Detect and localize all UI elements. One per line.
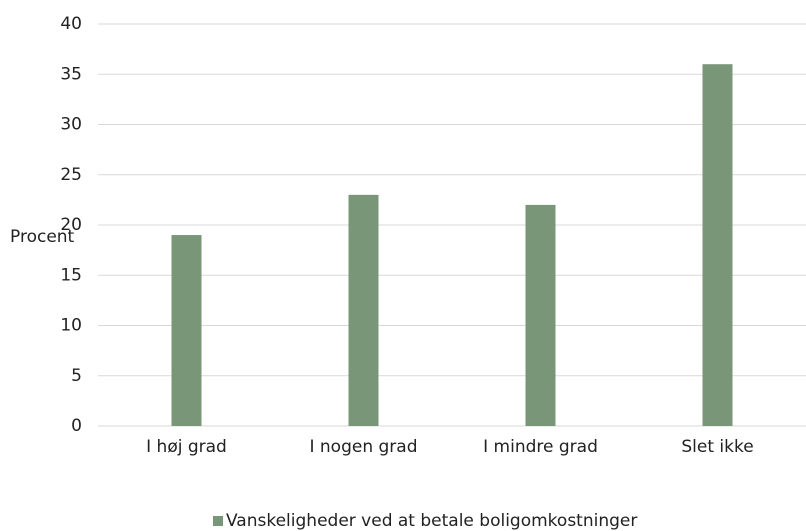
y-tick-label: 0: [71, 416, 82, 436]
y-tick-label: 25: [60, 165, 82, 185]
x-tick-label: I nogen grad: [309, 437, 417, 457]
y-tick-label: 20: [60, 215, 82, 235]
y-tick-label: 10: [60, 316, 82, 336]
y-tick-label: 15: [60, 265, 82, 285]
legend-swatch: [213, 516, 223, 526]
bar: [348, 194, 379, 426]
y-tick-label: 30: [60, 115, 82, 135]
x-tick-label: Slet ikke: [681, 437, 753, 457]
y-tick-label: 5: [71, 366, 82, 386]
y-tick-label: 35: [60, 64, 82, 84]
y-axis-label: Procent: [10, 227, 75, 247]
legend-label: Vanskeligheder ved at betale boligomkost…: [226, 511, 637, 531]
x-tick-label: I mindre grad: [483, 437, 598, 457]
bar: [525, 204, 556, 426]
y-tick-label: 40: [60, 14, 82, 34]
bar: [171, 235, 202, 426]
bar: [702, 64, 733, 426]
x-tick-label: I høj grad: [146, 437, 227, 457]
